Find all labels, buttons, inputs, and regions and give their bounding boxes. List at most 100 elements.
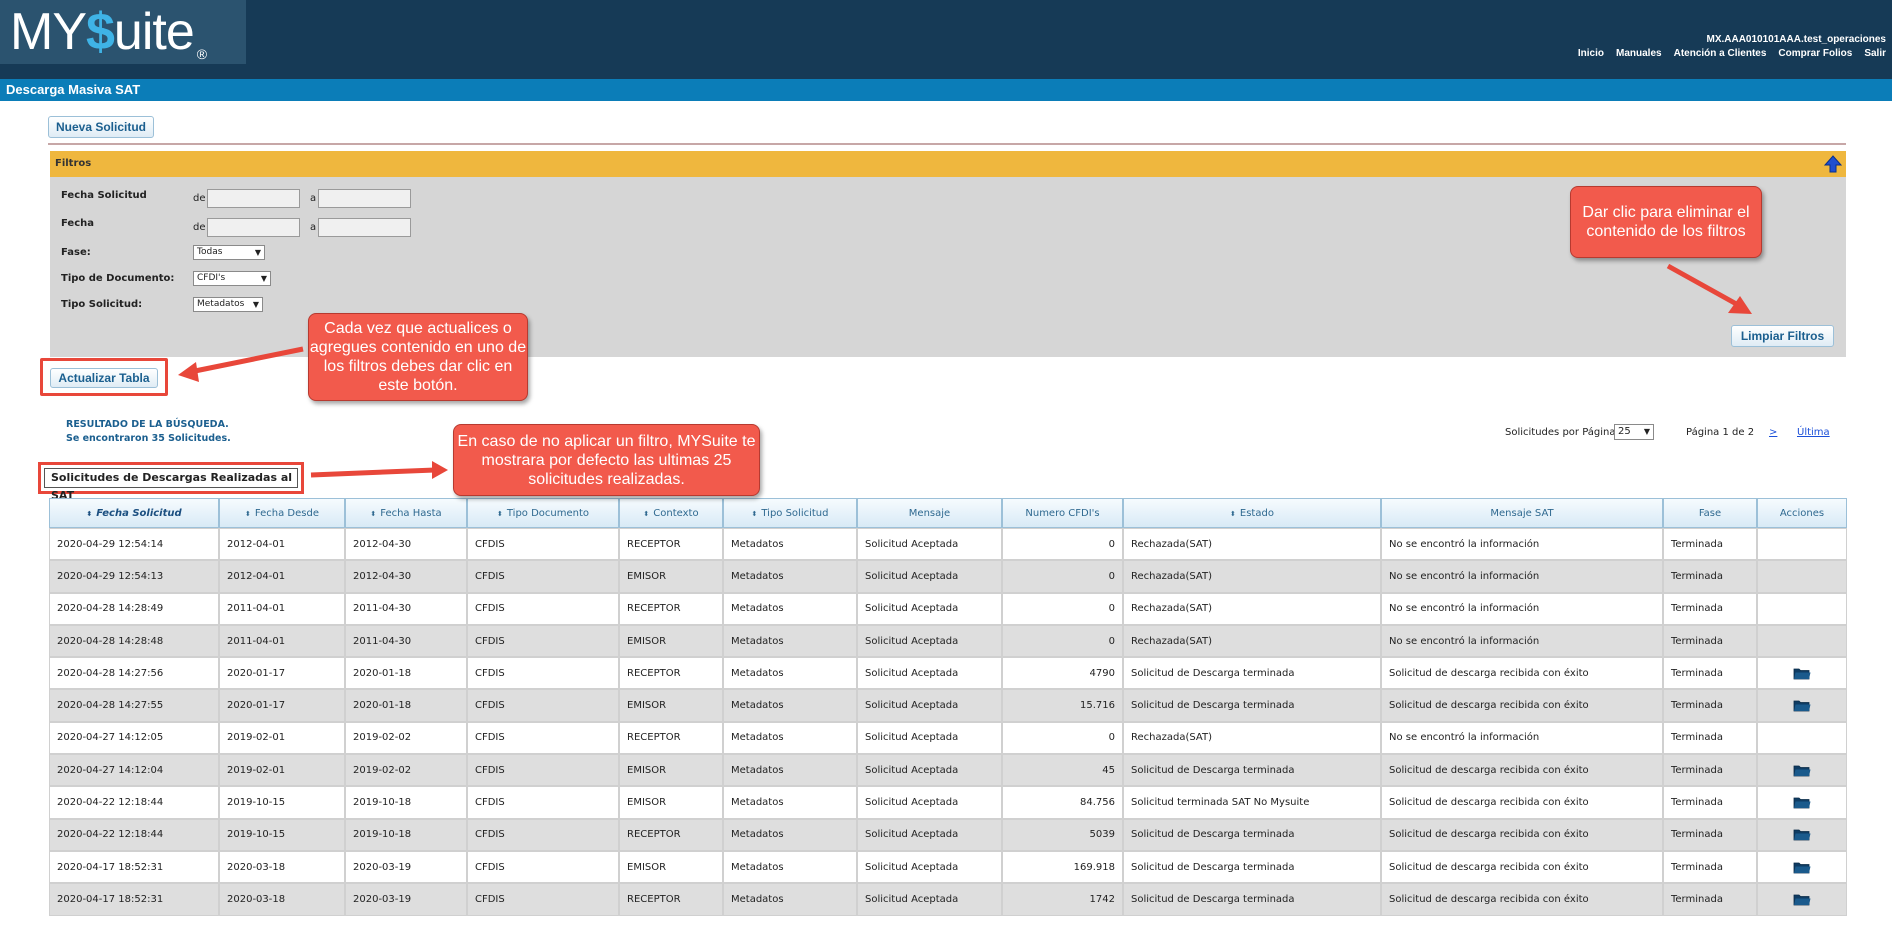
table-cell: Solicitud de descarga recibida con éxito <box>1381 689 1663 722</box>
sort-icon: ⬍ <box>751 509 758 518</box>
actualizar-tabla-button[interactable]: Actualizar Tabla <box>50 368 158 388</box>
table-cell: Metadatos <box>723 721 857 755</box>
chevron-down-icon: ▼ <box>1643 427 1650 436</box>
table-cell: Solicitud de descarga recibida con éxito <box>1381 818 1663 851</box>
table-row[interactable]: 2020-04-28 14:28:49 2011-04-01 2011-04-30 C… <box>49 592 1847 625</box>
fase-select[interactable]: Todas ▼ <box>193 245 265 260</box>
tipo-solicitud-select-value: Metadatos <box>197 299 245 309</box>
filters-header[interactable]: Filtros <box>50 151 1846 177</box>
column-header-5[interactable]: ⬍ Tipo Solicitud <box>723 498 857 528</box>
table-row[interactable]: 2020-04-27 14:12:05 2019-02-01 2019-02-02 C… <box>49 721 1847 755</box>
tipo-documento-select[interactable]: CFDI's ▼ <box>193 271 271 286</box>
table-cell: Solicitud de descarga recibida con éxito <box>1381 657 1663 690</box>
table-cell: CFDIS <box>467 560 619 593</box>
folder-icon[interactable] <box>1793 893 1811 906</box>
actualizar-highlight: Actualizar Tabla <box>40 358 168 396</box>
next-page-link[interactable]: > <box>1769 427 1778 438</box>
table-row[interactable]: 2020-04-17 18:52:31 2020-03-18 2020-03-19 C… <box>49 850 1847 884</box>
table-cell: 2020-04-28 14:27:56 <box>49 657 219 690</box>
table-cell: Rechazada(SAT) <box>1123 624 1381 658</box>
nueva-solicitud-button[interactable]: Nueva Solicitud <box>48 116 154 138</box>
column-header-label: Tipo Solicitud <box>761 507 829 519</box>
actions-cell <box>1757 721 1847 755</box>
fecha-hasta-input[interactable] <box>318 218 411 237</box>
table-cell: Solicitud Aceptada <box>857 754 1002 787</box>
column-header-label: Mensaje <box>908 507 951 519</box>
table-cell: 1742 <box>1002 883 1123 916</box>
arrow-up-icon[interactable] <box>1824 155 1842 173</box>
column-header-4[interactable]: ⬍ Contexto <box>619 498 723 528</box>
table-cell: 169.918 <box>1002 850 1123 884</box>
table-cell: 84.756 <box>1002 786 1123 819</box>
fecha-desde-input[interactable] <box>207 218 300 237</box>
per-page-value: 25 <box>1618 426 1631 437</box>
result-line-1: RESULTADO DE LA BÚSQUEDA. <box>66 419 229 430</box>
folder-icon[interactable] <box>1793 861 1811 874</box>
column-header-label: Acciones <box>1779 507 1825 519</box>
table-cell: Metadatos <box>723 560 857 593</box>
table-cell: Metadatos <box>723 754 857 787</box>
table-row[interactable]: 2020-04-17 18:52:31 2020-03-18 2020-03-19 C… <box>49 883 1847 916</box>
table-cell: 2020-04-28 14:28:49 <box>49 592 219 625</box>
tipo-documento-select-value: CFDI's <box>197 273 226 283</box>
column-header-8[interactable]: ⬍ Estado <box>1123 498 1381 528</box>
table-cell: Terminada <box>1663 883 1757 916</box>
nav-manuales[interactable]: Manuales <box>1616 48 1662 59</box>
fecha-solicitud-desde-input[interactable] <box>207 189 300 208</box>
table-cell: 0 <box>1002 528 1123 561</box>
mysuite-logo[interactable]: MY$uite ® <box>0 0 246 64</box>
folder-icon[interactable] <box>1793 796 1811 809</box>
nav-comprar-folios[interactable]: Comprar Folios <box>1778 48 1853 59</box>
table-row[interactable]: 2020-04-29 12:54:13 2012-04-01 2012-04-30 C… <box>49 560 1847 593</box>
table-cell: CFDIS <box>467 818 619 851</box>
table-row[interactable]: 2020-04-28 14:28:48 2011-04-01 2011-04-30 C… <box>49 624 1847 658</box>
column-header-2[interactable]: ⬍ Fecha Hasta <box>345 498 467 528</box>
table-cell: Metadatos <box>723 657 857 690</box>
table-row[interactable]: 2020-04-28 14:27:56 2020-01-17 2020-01-18 C… <box>49 657 1847 690</box>
table-cell: Terminada <box>1663 754 1757 787</box>
nav-inicio[interactable]: Inicio <box>1577 48 1605 59</box>
table-cell: Metadatos <box>723 528 857 561</box>
tipo-solicitud-select[interactable]: Metadatos ▼ <box>193 297 263 312</box>
table-row[interactable]: 2020-04-22 12:18:44 2019-10-15 2019-10-18 C… <box>49 786 1847 819</box>
logo-text-uite: uite <box>113 3 195 61</box>
table-cell: Solicitud Aceptada <box>857 786 1002 819</box>
nav-salir[interactable]: Salir <box>1864 48 1886 59</box>
table-row[interactable]: 2020-04-22 12:18:44 2019-10-15 2019-10-18 C… <box>49 818 1847 851</box>
divider <box>48 143 1846 145</box>
per-page-select[interactable]: 25 ▼ <box>1614 424 1654 440</box>
column-header-3[interactable]: ⬍ Tipo Documento <box>467 498 619 528</box>
logo-text-my: MY <box>10 3 87 61</box>
actions-cell <box>1757 883 1847 916</box>
table-cell: No se encontró la información <box>1381 624 1663 658</box>
fecha-solicitud-hasta-input[interactable] <box>318 189 411 208</box>
limpiar-filtros-button[interactable]: Limpiar Filtros <box>1731 325 1834 347</box>
table-cell: 2011-04-30 <box>345 624 467 658</box>
column-header-1[interactable]: ⬍ Fecha Desde <box>219 498 345 528</box>
table-cell: 2020-01-18 <box>345 689 467 722</box>
folder-icon[interactable] <box>1793 764 1811 777</box>
column-header-label: Estado <box>1239 507 1274 519</box>
nav-atencion-clientes[interactable]: Atención a Clientes <box>1673 48 1767 59</box>
folder-icon[interactable] <box>1793 828 1811 841</box>
column-header-0[interactable]: ⬍ Fecha Solicitud <box>49 498 219 528</box>
top-header: MY$uite ® MX.AAA010101AAA.test_operacione… <box>0 0 1892 79</box>
table-row[interactable]: 2020-04-29 12:54:14 2012-04-01 2012-04-30 C… <box>49 528 1847 561</box>
table-cell: 15.716 <box>1002 689 1123 722</box>
column-header-label: Fecha Solicitud <box>96 507 182 519</box>
table-row[interactable]: 2020-04-27 14:12:04 2019-02-01 2019-02-02 C… <box>49 754 1847 787</box>
table-cell: Metadatos <box>723 592 857 625</box>
per-page-label: Solicitudes por Página: <box>1505 427 1619 438</box>
table-cell: 2020-03-19 <box>345 850 467 884</box>
table-cell: EMISOR <box>619 850 723 884</box>
folder-icon[interactable] <box>1793 667 1811 680</box>
table-cell: Terminada <box>1663 560 1757 593</box>
table-cell: 2020-04-22 12:18:44 <box>49 818 219 851</box>
actions-cell <box>1757 689 1847 722</box>
table-row[interactable]: 2020-04-28 14:27:55 2020-01-17 2020-01-18 C… <box>49 689 1847 722</box>
last-page-link[interactable]: Última <box>1797 427 1830 438</box>
table-cell: Solicitud Aceptada <box>857 883 1002 916</box>
folder-icon[interactable] <box>1793 699 1811 712</box>
table-cell: CFDIS <box>467 657 619 690</box>
logo-reg: ® <box>196 46 207 62</box>
